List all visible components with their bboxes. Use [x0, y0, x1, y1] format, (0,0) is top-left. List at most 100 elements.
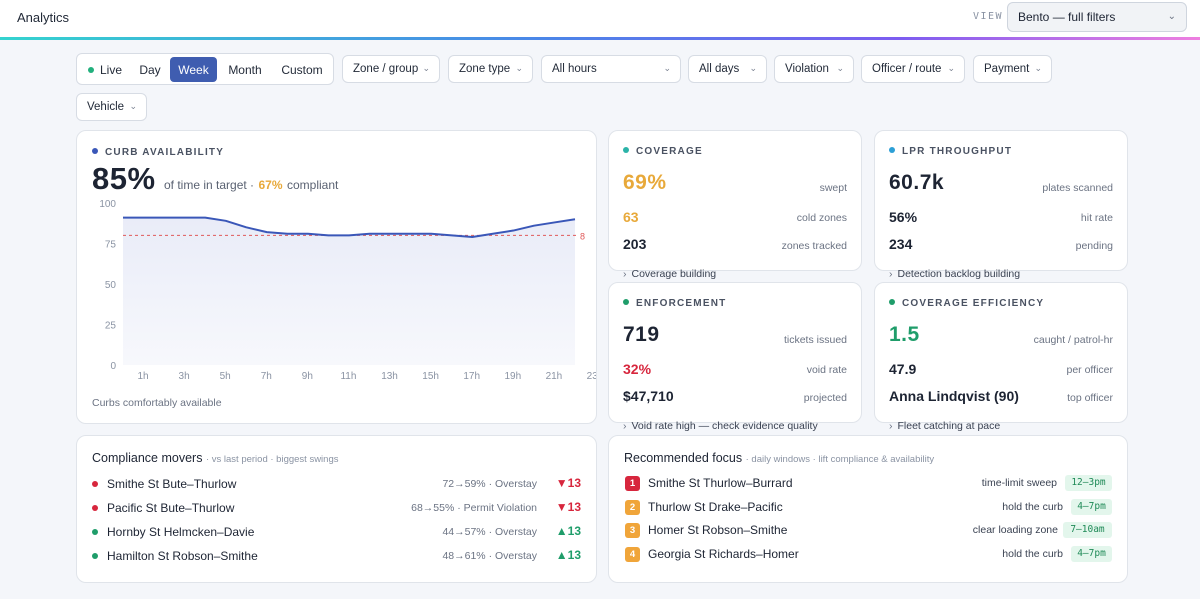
focus-action: hold the curb — [1002, 501, 1063, 513]
x-tick-label: 5h — [220, 371, 231, 381]
efficiency-caught-value: 1.5 — [889, 323, 920, 346]
enforcement-label: ENFORCEMENT — [623, 298, 726, 309]
lpr-hit-rate-value: 56% — [889, 209, 918, 225]
mover-detail: 72→59% · Overstay — [442, 478, 537, 490]
enforcement-void-rate-label: void rate — [806, 364, 847, 376]
efficiency-footer: › Fleet catching at pace — [889, 420, 1001, 432]
focus-item[interactable]: Smithe St Thurlow–Burrard — [648, 476, 793, 490]
violation-filter[interactable]: Violation ⌄ — [774, 55, 854, 83]
mover-delta: ▲13 — [555, 548, 581, 562]
mover-detail: 48→61% · Overstay — [442, 550, 537, 562]
status-dot-icon — [889, 147, 895, 153]
period-live-button[interactable]: Live — [83, 57, 127, 82]
rank-badge: 2 — [625, 500, 640, 515]
coverage-footer: › Coverage building — [623, 268, 717, 280]
enforcement-footer: › Void rate high — check evidence quality — [623, 420, 818, 432]
lpr-hit-rate-label: hit rate — [1080, 212, 1113, 224]
chevron-down-icon: ⌄ — [422, 63, 430, 73]
vehicle-filter[interactable]: Vehicle ⌄ — [76, 93, 147, 121]
officer-route-filter[interactable]: Officer / route ⌄ — [861, 55, 965, 83]
enforcement-projected-label: projected — [803, 392, 847, 404]
time-window-badge: 4–7pm — [1071, 499, 1112, 515]
top-bar: Analytics VIEW Bento — full filters ⌄ — [0, 0, 1200, 38]
status-dot-icon — [92, 505, 98, 511]
coverage-efficiency-card: COVERAGE EFFICIENCY 1.5 caught / patrol-… — [874, 282, 1128, 423]
coverage-label: COVERAGE — [623, 146, 703, 157]
mover-item[interactable]: Smithe St Bute–Thurlow — [92, 477, 236, 491]
mover-item[interactable]: Hornby St Helmcken–Davie — [92, 525, 254, 539]
curb-desc: of time in target · — [164, 178, 255, 192]
chevron-right-icon: › — [623, 268, 627, 280]
lpr-throughput-card: LPR THROUGHPUT 60.7k plates scanned 56% … — [874, 130, 1128, 271]
hours-filter[interactable]: All hours ⌄ — [541, 55, 681, 83]
coverage-cold-zones-value: 63 — [623, 209, 639, 225]
mover-item[interactable]: Pacific St Bute–Thurlow — [92, 501, 234, 515]
enforcement-tickets-value: 719 — [623, 323, 660, 346]
payment-filter[interactable]: Payment ⌄ — [973, 55, 1052, 83]
period-month-button[interactable]: Month — [228, 62, 262, 77]
focus-item[interactable]: Georgia St Richards–Homer — [648, 547, 799, 561]
lpr-footer: › Detection backlog building — [889, 268, 1021, 280]
time-window-badge: 12–3pm — [1065, 475, 1112, 491]
view-select[interactable]: Bento — full filters ⌄ — [1007, 2, 1187, 32]
y-tick-label: 50 — [105, 280, 117, 291]
focus-item[interactable]: Homer St Robson–Smithe — [648, 523, 788, 537]
period-week-button[interactable]: Week — [170, 57, 217, 82]
efficiency-top-officer-value: Anna Lindqvist (90) — [889, 388, 1019, 404]
enforcement-void-rate-value: 32% — [623, 361, 652, 377]
period-custom-button[interactable]: Custom — [281, 62, 323, 77]
period-day-button[interactable]: Day — [139, 62, 161, 77]
lpr-plates-value: 60.7k — [889, 171, 945, 194]
lpr-throughput-label: LPR THROUGHPUT — [889, 146, 1012, 157]
enforcement-projected-value: $47,710 — [623, 388, 674, 404]
x-tick-label: 23h — [587, 371, 596, 381]
recommended-focus-card: Recommended focus · daily windows · lift… — [608, 435, 1128, 583]
x-tick-label: 19h — [504, 371, 521, 381]
status-dot-icon — [92, 481, 98, 487]
coverage-zones-tracked-label: zones tracked — [781, 240, 847, 252]
curb-compliant-value: 67% — [258, 178, 283, 192]
mover-detail: 44→57% · Overstay — [442, 526, 537, 538]
chevron-right-icon: › — [889, 268, 893, 280]
recommended-focus-title: Recommended focus · daily windows · lift… — [624, 451, 935, 465]
status-dot-icon — [623, 299, 629, 305]
enforcement-tickets-label: tickets issued — [783, 334, 847, 346]
chevron-right-icon: › — [889, 420, 893, 432]
mover-item[interactable]: Hamilton St Robson–Smithe — [92, 549, 258, 563]
mover-delta: ▼13 — [555, 476, 581, 490]
x-tick-label: 15h — [422, 371, 439, 381]
chevron-down-icon: ⌄ — [749, 63, 757, 73]
status-dot-icon — [623, 147, 629, 153]
y-tick-label: 0 — [110, 361, 116, 372]
mover-delta: ▼13 — [555, 500, 581, 514]
chevron-down-icon: ⌄ — [1167, 11, 1176, 22]
enforcement-card: ENFORCEMENT 719 tickets issued 32% void … — [608, 282, 862, 423]
time-window-badge: 4–7pm — [1071, 546, 1112, 562]
x-tick-label: 9h — [302, 371, 313, 381]
mover-delta: ▲13 — [555, 524, 581, 538]
y-tick-label: 100 — [99, 199, 116, 210]
chevron-down-icon: ⌄ — [663, 63, 671, 73]
curb-availability-label: CURB AVAILABILITY — [92, 147, 224, 158]
coverage-card: COVERAGE 69% swept 63 cold zones 203 zon… — [608, 130, 862, 271]
efficiency-per-officer-label: per officer — [1066, 364, 1114, 376]
rank-badge: 4 — [625, 547, 640, 562]
chevron-down-icon: ⌄ — [1034, 63, 1042, 73]
days-filter[interactable]: All days ⌄ — [688, 55, 767, 83]
chevron-down-icon: ⌄ — [129, 101, 137, 111]
focus-item[interactable]: Thurlow St Drake–Pacific — [648, 500, 783, 514]
lpr-pending-value: 234 — [889, 236, 913, 252]
target-marker: 8 — [580, 231, 585, 241]
chevron-right-icon: › — [623, 420, 627, 432]
curb-headline: 85% of time in target · 67% compliant — [92, 161, 338, 197]
x-tick-label: 3h — [179, 371, 190, 381]
chevron-down-icon: ⌄ — [947, 63, 955, 73]
curb-availability-chart: 100 75 50 25 0 8 1h 3h 5h 7h 9h 11h 13h 15h 17h 19h 21h 2… — [99, 199, 596, 381]
x-tick-label: 13h — [381, 371, 398, 381]
compliance-movers-title: Compliance movers · vs last period · big… — [92, 451, 339, 465]
availability-area — [123, 217, 575, 365]
recommended-focus-subtitle: · daily windows · lift compliance & avai… — [745, 454, 935, 465]
zone-group-filter[interactable]: Zone / group ⌄ — [342, 55, 440, 83]
zone-type-filter[interactable]: Zone type ⌄ — [448, 55, 533, 83]
status-dot-icon — [889, 299, 895, 305]
